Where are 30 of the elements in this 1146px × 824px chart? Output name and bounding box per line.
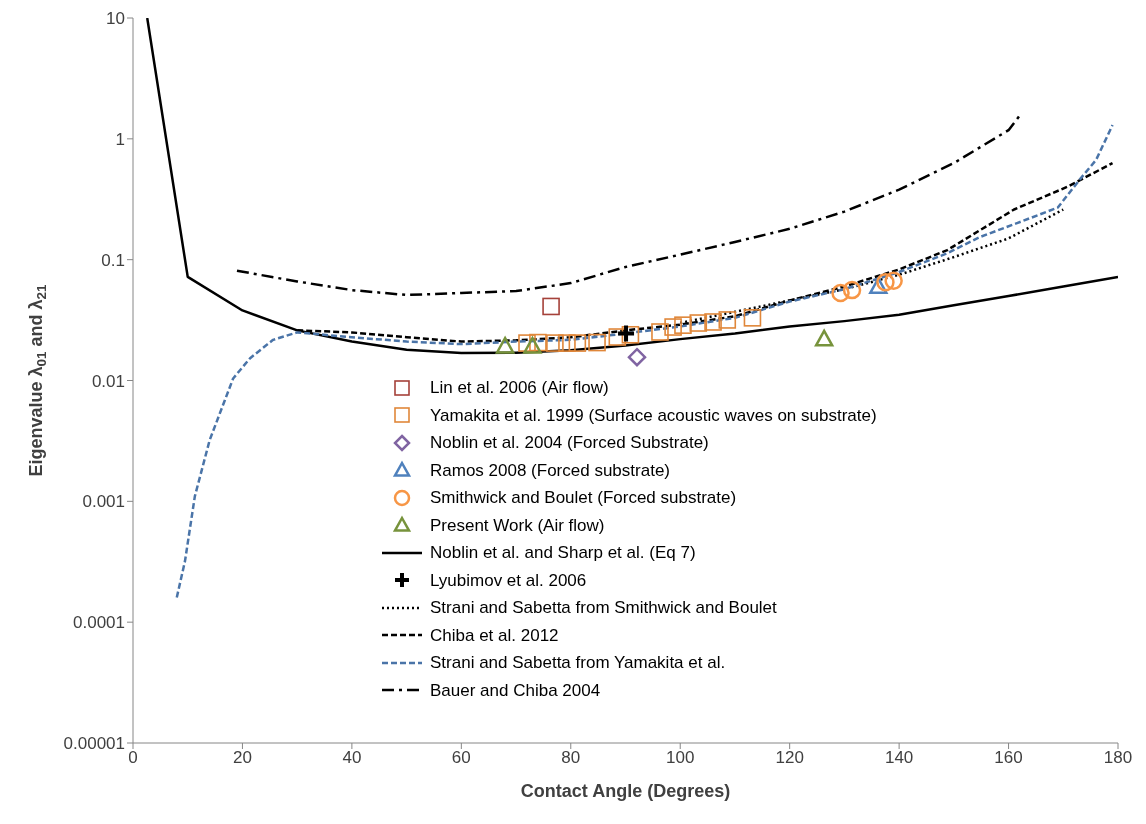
y-tick-label: 0.1 — [101, 250, 125, 270]
x-tick-label: 180 — [1103, 748, 1133, 768]
legend-label: Noblin et al. 2004 (Forced Substrate) — [430, 432, 709, 454]
x-tick-label: 80 — [561, 748, 581, 768]
y-tick-label: 1 — [115, 129, 125, 149]
x-tick-label: 120 — [775, 748, 804, 768]
y-tick-label: 0.001 — [82, 492, 125, 512]
x-axis-title: Contact Angle (Degrees) — [520, 781, 731, 801]
x-tick-label: 160 — [994, 748, 1023, 768]
x-tick-label: 20 — [232, 748, 252, 768]
legend-label: Yamakita et al. 1999 (Surface acoustic waves on substrate) — [430, 404, 877, 427]
legend-label: Strani and Sabetta from Yamakita et al. — [430, 652, 726, 674]
legend-label: Ramos 2008 (Forced substrate) — [430, 459, 670, 482]
legend-label: Noblin et al. and Sharp et al. (Eq 7) — [430, 542, 696, 564]
x-tick-label: 100 — [666, 748, 695, 768]
legend-label: Bauer and Chiba 2004 — [430, 679, 601, 702]
x-tick-label: 60 — [451, 748, 471, 768]
legend-label: Smithwick and Boulet (Forced substrate) — [430, 487, 737, 509]
legend-label: Present Work (Air flow) — [430, 514, 605, 537]
y-tick-label: 10 — [106, 9, 125, 29]
y-tick-label: 0.0001 — [73, 613, 125, 633]
y-tick-label: 0.01 — [91, 371, 125, 391]
legend-label: Lin et al. 2006 (Air flow) — [430, 377, 609, 399]
y-tick-label: 0.00001 — [63, 734, 125, 754]
legend-label: Chiba et al. 2012 — [430, 624, 559, 647]
x-tick-label: 0 — [128, 748, 138, 768]
x-tick-label: 140 — [884, 748, 914, 768]
x-tick-label: 40 — [342, 748, 362, 768]
legend-label: Strani and Sabetta from Smithwick and Boulet — [430, 597, 777, 619]
legend-label: Lyubimov et al. 2006 — [430, 569, 587, 592]
